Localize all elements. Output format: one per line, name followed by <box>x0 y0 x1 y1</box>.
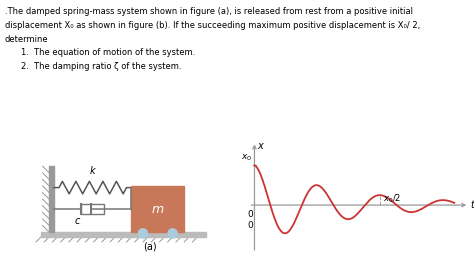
Text: $x_0$: $x_0$ <box>241 153 252 163</box>
Text: 0: 0 <box>247 210 253 219</box>
Text: 0: 0 <box>247 221 253 230</box>
Text: determine: determine <box>5 35 48 44</box>
Text: m: m <box>152 203 164 216</box>
Text: k: k <box>90 166 96 176</box>
Text: (a): (a) <box>143 242 156 252</box>
Text: .The damped spring-mass system shown in figure (a), is released from rest from a: .The damped spring-mass system shown in … <box>5 7 413 15</box>
Circle shape <box>168 229 177 238</box>
Bar <box>131 186 184 232</box>
Bar <box>41 232 206 237</box>
Text: displacement X₀ as shown in figure (b). If the succeeding maximum positive displ: displacement X₀ as shown in figure (b). … <box>5 21 420 30</box>
Bar <box>49 166 54 232</box>
Text: 1.  The equation of motion of the system.: 1. The equation of motion of the system. <box>21 48 196 57</box>
Bar <box>81 204 104 214</box>
Text: $x_0/2$: $x_0/2$ <box>383 193 401 205</box>
Text: c: c <box>74 216 80 226</box>
Text: t: t <box>470 200 474 210</box>
Text: x: x <box>257 141 263 151</box>
Circle shape <box>138 229 147 238</box>
Text: 2.  The damping ratio ζ of the system.: 2. The damping ratio ζ of the system. <box>21 62 182 70</box>
